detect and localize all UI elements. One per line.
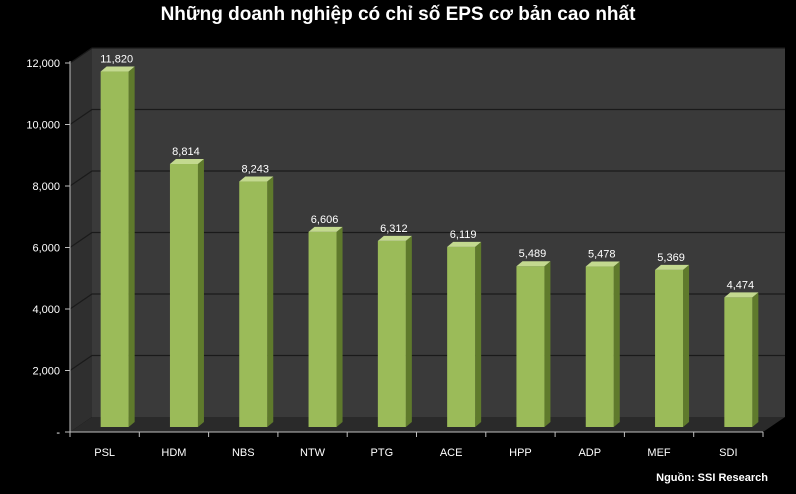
data-labels: 11,820 8,814 8,243 6,606 6,312 6,119 5,489 5,47… [100, 54, 754, 292]
bar-side [544, 261, 551, 427]
x-tick-label: HDM [161, 447, 186, 459]
bar-top [516, 261, 551, 267]
bar-side [128, 66, 135, 427]
y-tick-label: 6,000 [32, 243, 60, 255]
bar-top [724, 292, 759, 298]
gridline [69, 354, 785, 371]
data-label: 5,369 [657, 252, 685, 264]
gridline [69, 231, 785, 248]
data-label: 11,820 [100, 54, 133, 66]
x-tick-label: HPP [509, 447, 532, 459]
x-tick-label: PSL [94, 447, 115, 459]
bar-side [475, 241, 482, 427]
y-tick-label: 10,000 [26, 120, 60, 132]
x-tick-label: SDI [719, 447, 737, 459]
x-tick-label: NTW [300, 447, 326, 459]
data-label: 6,119 [450, 229, 477, 241]
y-tick-label: - [56, 427, 60, 439]
bar-top [447, 241, 482, 247]
data-label: 4,474 [727, 279, 755, 291]
data-label: 8,814 [172, 146, 200, 158]
y-tick-label: 4,000 [32, 304, 60, 316]
data-label: 8,243 [241, 164, 269, 176]
data-label: 5,478 [588, 249, 616, 261]
bar-side [405, 235, 412, 427]
bar-front [447, 246, 476, 427]
gridline [69, 47, 785, 64]
bar-front [100, 71, 129, 427]
bar-side [613, 261, 620, 427]
bar-front [516, 266, 545, 427]
bar-mef [655, 264, 690, 427]
bar-front [377, 240, 406, 427]
x-axis-labels: PSL HDM NBS NTW PTG ACE HPP ADP MEF SDI [69, 431, 764, 459]
data-label: 6,312 [380, 223, 408, 235]
bar-top [169, 158, 204, 164]
data-label: 5,489 [519, 248, 547, 260]
bar-adp [585, 261, 620, 427]
source-note: Nguồn: SSI Research [656, 472, 768, 484]
bar-side [752, 292, 759, 427]
bar-top [308, 226, 343, 232]
bar-top [100, 66, 135, 72]
bar-hdm [169, 158, 204, 428]
y-tick-label: 2,000 [32, 366, 60, 378]
bar-top [239, 176, 274, 182]
bar-front [724, 297, 753, 427]
bar-front [585, 266, 614, 427]
chart-title: Những doanh nghiệp có chỉ số EPS cơ bản … [160, 4, 636, 25]
bar-ntw [308, 226, 343, 427]
bar-sdi [724, 292, 759, 427]
y-tick-label: 8,000 [32, 181, 60, 193]
gridline [69, 170, 785, 187]
bar-front [308, 231, 337, 427]
bar-nbs [239, 176, 274, 427]
bar-top [585, 261, 620, 267]
bar-side [197, 158, 204, 428]
bar-front [655, 269, 684, 427]
x-tick-label: ACE [440, 447, 463, 459]
x-tick-label: NBS [232, 447, 255, 459]
bar-ace [447, 241, 482, 427]
bar-hpp [516, 261, 551, 427]
gridline [69, 293, 785, 310]
bar-side [267, 176, 274, 427]
data-label: 6,606 [311, 214, 339, 226]
bars [100, 66, 759, 428]
gridlines [69, 47, 785, 371]
bar-top [655, 264, 690, 270]
bar-side [683, 264, 690, 427]
bar-front [239, 181, 268, 427]
gridline [69, 108, 785, 125]
y-axis: - 2,000 4,000 6,000 8,000 10,000 12,000 [26, 58, 71, 439]
bar-top [377, 235, 412, 241]
bar-front [169, 163, 198, 428]
bar-side [336, 226, 343, 427]
x-tick-label: MEF [647, 447, 671, 459]
y-tick-label: 12,000 [26, 58, 60, 70]
x-tick-label: PTG [371, 447, 394, 459]
bar-psl [100, 66, 135, 427]
x-tick-label: ADP [578, 447, 601, 459]
bar-ptg [377, 235, 412, 427]
